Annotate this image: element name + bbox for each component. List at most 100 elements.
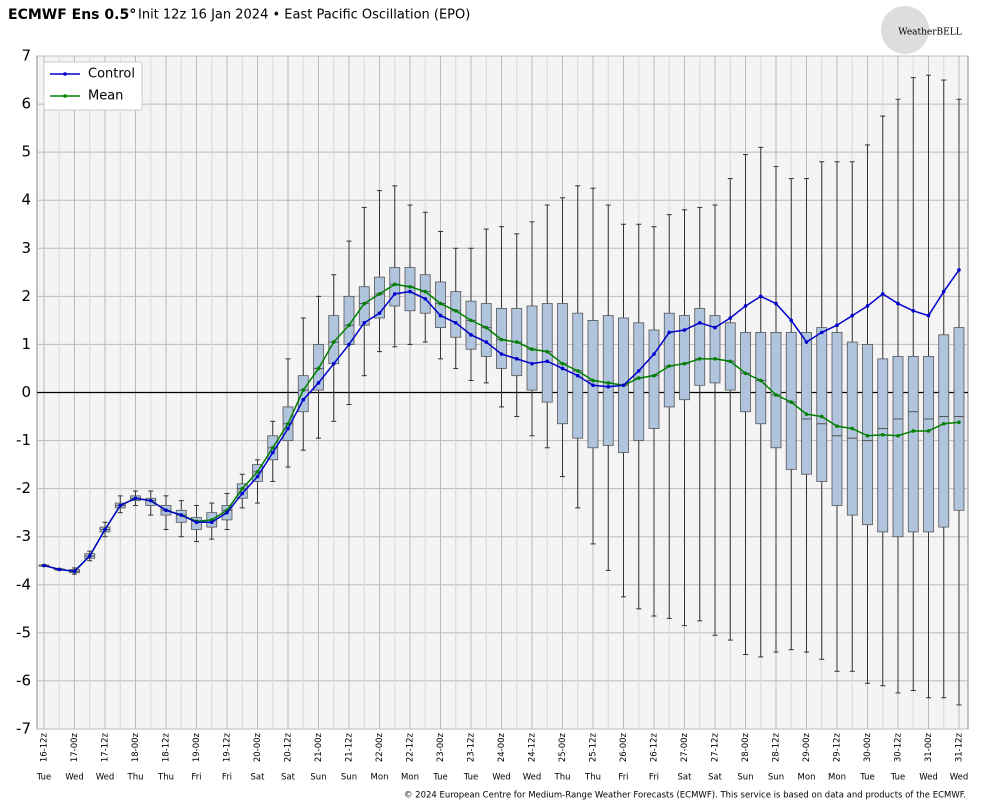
legend: Control Mean [43,61,143,111]
logo-mark [881,6,929,54]
y-tick-label: -2 [16,479,31,497]
y-tick-label: 6 [21,95,31,113]
x-tick-label: 18-00z [131,732,141,762]
weekday-label: Sat [678,773,693,783]
weekday-label: Tue [859,773,875,783]
weekday-label: Mon [828,773,846,783]
series-point [926,429,931,433]
series-point [530,361,534,366]
series-point [606,384,611,389]
series-point [545,349,550,354]
x-tick-label: 17-00z [70,732,80,762]
series-point [408,289,412,294]
series-point [286,421,290,426]
box [419,274,431,314]
legend-label: Mean [88,89,123,104]
series-point [591,378,595,383]
box [694,307,706,386]
box [907,356,919,533]
weekday-label: Tue [36,773,52,783]
chart-title: ECMWF Ens 0.5° [8,7,136,23]
x-tick-label: 16-12z [40,732,50,762]
series-point [438,301,443,306]
box [938,334,950,528]
x-tick-label: 28-12z [772,732,782,762]
weekday-label: Thu [554,773,571,783]
y-tick-label: 4 [21,191,31,209]
x-tick-label: 18-12z [162,732,172,762]
x-tick-label: 27-12z [711,732,721,762]
series-point [850,426,855,431]
series-point [789,400,794,404]
series-point [697,320,702,325]
box [709,315,721,384]
box [831,332,843,506]
series-point [301,397,306,402]
series-point [423,289,428,294]
series-point [896,301,900,306]
weekday-label: Sun [310,773,326,783]
box [877,358,889,533]
series-point [957,268,961,272]
series-point [896,433,900,438]
x-tick-label: 27-00z [680,732,690,762]
series-point [743,371,748,376]
x-tick-label: 28-00z [741,732,751,762]
weekday-label: Wed [65,773,84,783]
series-point [453,308,458,313]
series-point [514,340,519,344]
series-point [255,474,260,479]
box [816,327,828,482]
series-point [713,357,717,361]
weekday-label: Wed [523,773,542,783]
series-point [87,554,92,558]
series-point [835,323,839,328]
x-tick-label: 26-00z [619,732,629,762]
y-tick-label: -6 [16,671,31,689]
series-point [484,325,489,330]
y-tick-label: -3 [16,527,31,545]
series-point [423,296,428,301]
y-tick-label: -1 [16,431,31,449]
x-tick-label: 19-00z [192,732,202,762]
box [602,315,614,446]
logo: WeatherBELL [898,28,961,38]
weekday-label: Wed [919,773,938,783]
series-point [194,520,199,525]
x-tick-label: 29-00z [802,732,812,762]
x-tick-label: 20-00z [253,732,263,762]
x-tick-label: 23-00z [436,732,446,762]
series-point [667,330,672,335]
series-point [804,340,809,344]
series-point [240,486,245,491]
legend-marker [63,72,67,76]
y-tick-label: 7 [21,47,31,65]
weekday-label: Sun [768,773,784,783]
series-point [682,328,687,332]
box [679,315,690,401]
series-point [667,364,672,368]
weekday-label: Tue [463,773,479,783]
x-tick-label: 20-12z [284,732,294,762]
box [358,286,370,326]
series-point [545,359,550,364]
box [465,300,477,350]
series-point [42,563,46,568]
series-point [713,325,717,330]
series-point [392,282,397,287]
weekday-label: Thu [157,773,174,783]
chart-subtitle: Init 12z 16 Jan 2024 • East Pacific Osci… [138,8,470,23]
series-point [697,357,702,361]
box [801,332,812,475]
legend-marker [63,94,67,98]
series-point [804,412,809,416]
series-point [103,527,107,532]
series-point [225,510,229,515]
series-point [880,292,885,296]
series-point [57,567,62,572]
x-tick-label: 30-12z [894,732,904,762]
weekday-label: Tue [432,773,448,783]
series-point [316,366,321,371]
x-tick-label: 25-12z [589,732,599,762]
